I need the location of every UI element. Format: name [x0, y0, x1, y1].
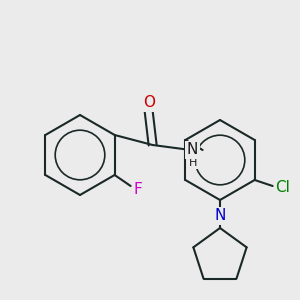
Text: N: N [214, 208, 226, 224]
Text: H: H [188, 158, 197, 168]
Text: F: F [133, 182, 142, 197]
Text: Cl: Cl [275, 181, 290, 196]
Text: N: N [187, 142, 198, 158]
Text: O: O [142, 95, 154, 110]
